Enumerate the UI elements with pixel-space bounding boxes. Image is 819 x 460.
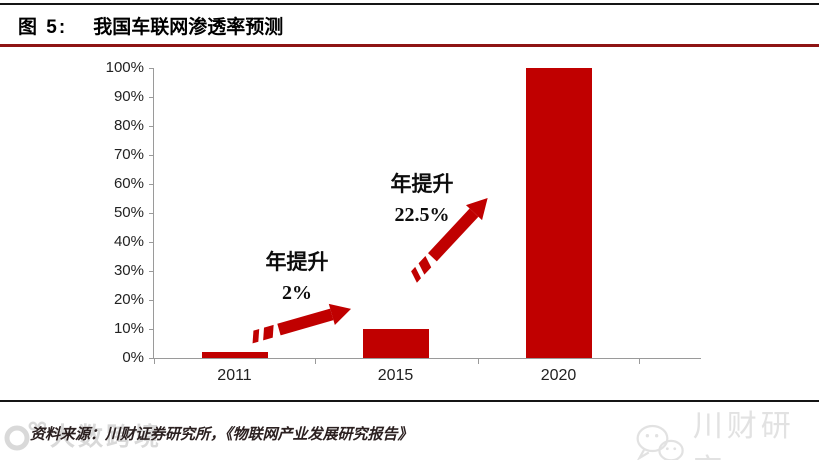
y-axis-tick bbox=[149, 271, 154, 272]
figure-header: 图 5: 我国车联网渗透率预测 bbox=[18, 12, 283, 39]
annotation-value: 22.5% bbox=[394, 204, 450, 226]
y-axis-tick-label: 20% bbox=[113, 291, 144, 308]
annotation-label: 年提升 bbox=[265, 250, 329, 274]
annotation-value: 2% bbox=[282, 282, 312, 304]
top-divider bbox=[0, 3, 819, 5]
annotation-2015-2020: 年提升 22.5% bbox=[362, 172, 482, 227]
arrow-dash bbox=[263, 324, 274, 341]
x-axis-tick bbox=[478, 358, 479, 364]
dashukuajing-logo bbox=[4, 421, 46, 451]
figure-title: 我国车联网渗透率预测 bbox=[93, 17, 284, 38]
figure-number: 图 5: bbox=[18, 17, 68, 38]
watermark-text: 大数跨境 bbox=[50, 423, 163, 451]
y-axis-tick-label: 80% bbox=[113, 117, 144, 134]
watermark-bottom-right: 川财研究 bbox=[633, 401, 819, 460]
source-note: 资料来源：川财证券研究所，《物联网产业发展研究报告》 bbox=[30, 426, 413, 443]
wechat-icon bbox=[636, 424, 684, 460]
arrow-dash bbox=[418, 255, 432, 275]
y-axis-tick bbox=[149, 126, 154, 127]
y-axis-tick bbox=[149, 329, 154, 330]
x-axis-category-label: 2015 bbox=[377, 367, 414, 384]
watermark-text: 川财研究 bbox=[692, 410, 795, 460]
y-axis-tick bbox=[149, 155, 154, 156]
y-axis-tick bbox=[149, 213, 154, 214]
bar-2015 bbox=[362, 329, 429, 358]
y-axis-tick-label: 40% bbox=[113, 233, 144, 250]
arrow-dash bbox=[252, 328, 260, 344]
y-axis-tick bbox=[149, 242, 154, 243]
y-axis-tick bbox=[149, 184, 154, 185]
y-axis-tick bbox=[149, 97, 154, 98]
header-red-divider bbox=[0, 44, 819, 47]
x-axis-tick bbox=[154, 358, 155, 364]
y-axis-tick-label: 50% bbox=[113, 204, 144, 221]
y-axis-tick bbox=[149, 300, 154, 301]
y-axis-tick-label: 60% bbox=[113, 175, 144, 192]
x-axis-category-label: 2011 bbox=[217, 367, 252, 384]
y-axis-tick-label: 70% bbox=[113, 146, 144, 163]
y-axis-tick-label: 90% bbox=[113, 88, 144, 105]
y-axis-tick-label: 0% bbox=[122, 349, 144, 366]
y-axis-tick-label: 30% bbox=[113, 262, 144, 279]
annotation-label: 年提升 bbox=[390, 172, 454, 196]
bar-2020 bbox=[525, 68, 592, 358]
y-axis-tick bbox=[149, 358, 154, 359]
bar-2011 bbox=[201, 352, 268, 358]
y-axis-tick-label: 10% bbox=[113, 320, 144, 337]
y-axis-tick bbox=[149, 68, 154, 69]
annotation-2011-2015: 年提升 2% bbox=[237, 250, 357, 305]
x-axis-category-label: 2020 bbox=[540, 367, 577, 384]
footer-divider bbox=[0, 400, 819, 402]
plot-area: 100% 90% 80% 70% 60% 50% 40% 30% 20% 10% 0% 2011 201… bbox=[106, 59, 701, 384]
x-axis-tick bbox=[315, 358, 316, 364]
x-axis-tick bbox=[639, 358, 640, 364]
watermark-bottom-left: 大数跨境 bbox=[4, 417, 162, 453]
y-axis-tick-label: 100% bbox=[105, 59, 144, 76]
